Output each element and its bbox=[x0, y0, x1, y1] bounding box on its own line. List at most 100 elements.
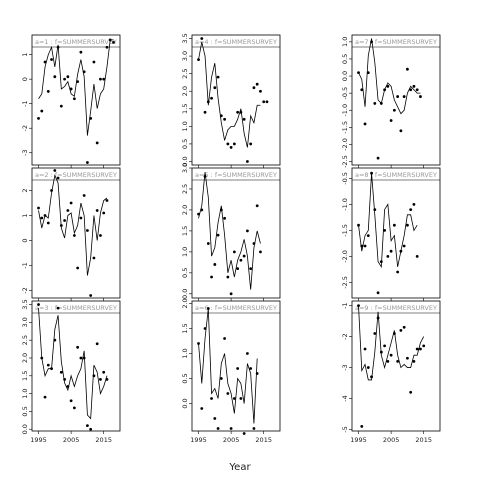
data-point bbox=[383, 229, 386, 232]
data-point bbox=[46, 221, 50, 225]
fitted-line bbox=[198, 172, 261, 290]
data-point bbox=[252, 242, 256, 245]
data-point bbox=[229, 292, 233, 296]
y-tick-label: -0.5 bbox=[341, 172, 349, 185]
y-tick-label: 0.5 bbox=[181, 139, 189, 149]
data-point bbox=[373, 102, 377, 105]
data-point bbox=[86, 229, 89, 232]
panel-label: a=1 : f=SUMMERSURVEY bbox=[35, 38, 117, 46]
data-point bbox=[219, 377, 223, 380]
data-point bbox=[252, 86, 256, 90]
y-tick-label: 0.5 bbox=[181, 268, 189, 278]
data-point bbox=[246, 229, 249, 233]
data-point bbox=[86, 424, 89, 428]
data-point bbox=[415, 255, 419, 258]
data-point bbox=[108, 38, 112, 42]
data-point bbox=[232, 250, 236, 254]
data-point bbox=[392, 223, 396, 227]
fitted-line bbox=[38, 174, 108, 276]
data-point bbox=[213, 86, 217, 90]
data-point bbox=[53, 338, 57, 342]
data-point bbox=[386, 255, 390, 258]
y-tick-label: 3.0 bbox=[181, 163, 189, 173]
data-point bbox=[63, 377, 66, 381]
panel-label: a=6 : f=SUMMERSURVEY bbox=[195, 304, 277, 312]
x-tick-label: 1995 bbox=[30, 436, 47, 444]
data-point bbox=[206, 242, 210, 245]
y-tick-label: 1.5 bbox=[181, 226, 189, 236]
x-tick-label: 2005 bbox=[63, 436, 80, 444]
data-point bbox=[236, 367, 240, 370]
data-point bbox=[216, 233, 220, 237]
y-tick-label: 1.5 bbox=[181, 104, 189, 114]
data-point bbox=[357, 223, 360, 227]
data-point bbox=[363, 122, 367, 126]
data-point bbox=[357, 304, 360, 308]
data-point bbox=[259, 89, 262, 93]
y-tick-label: 1.5 bbox=[181, 323, 189, 333]
data-point bbox=[43, 60, 47, 64]
data-point bbox=[63, 77, 66, 81]
data-point bbox=[363, 347, 367, 351]
data-point bbox=[89, 116, 93, 120]
y-tick-label: -1.5 bbox=[341, 121, 349, 134]
data-point bbox=[223, 117, 226, 121]
data-point bbox=[206, 100, 210, 104]
data-point bbox=[262, 100, 266, 104]
data-point bbox=[37, 206, 40, 210]
data-point bbox=[415, 88, 419, 92]
x-tick-label: 1995 bbox=[350, 436, 367, 444]
data-point bbox=[357, 71, 360, 75]
y-tick-label: -1 bbox=[341, 302, 349, 308]
fitted-line bbox=[358, 305, 425, 381]
data-point bbox=[419, 347, 422, 351]
data-point bbox=[43, 214, 47, 217]
data-point bbox=[210, 397, 213, 400]
fitted-line bbox=[38, 39, 114, 136]
y-tick-label: -1 bbox=[21, 262, 29, 268]
data-point bbox=[409, 208, 413, 212]
data-point bbox=[246, 352, 249, 355]
data-point bbox=[242, 254, 246, 258]
panel-frame bbox=[351, 300, 441, 432]
x-tick-label: 2015 bbox=[255, 436, 272, 444]
fitted-line bbox=[358, 38, 421, 115]
y-tick-label: -2.0 bbox=[341, 138, 349, 151]
data-point bbox=[396, 359, 400, 363]
data-point bbox=[200, 208, 204, 212]
data-point bbox=[43, 395, 47, 399]
y-tick-label: -1.0 bbox=[341, 104, 349, 117]
data-point bbox=[86, 161, 89, 164]
data-point bbox=[412, 359, 416, 363]
data-point bbox=[203, 327, 207, 330]
data-point bbox=[66, 385, 70, 388]
data-point bbox=[95, 209, 99, 212]
data-point bbox=[259, 250, 262, 254]
data-point bbox=[95, 342, 99, 346]
data-point bbox=[105, 199, 109, 202]
y-tick-label: -2 bbox=[341, 333, 349, 339]
y-tick-label: 2.0 bbox=[181, 298, 189, 308]
data-point bbox=[63, 219, 66, 222]
data-point bbox=[406, 67, 409, 71]
data-point bbox=[213, 417, 217, 420]
y-tick-label: -4 bbox=[341, 395, 349, 401]
y-tick-label: -2.0 bbox=[341, 250, 349, 263]
data-point bbox=[102, 370, 106, 374]
data-point bbox=[99, 234, 102, 237]
y-tick-label: -2 bbox=[21, 125, 29, 131]
data-point bbox=[409, 88, 413, 92]
data-point bbox=[249, 267, 253, 271]
data-point bbox=[92, 256, 96, 260]
data-point bbox=[226, 142, 230, 146]
y-tick-label: 3.0 bbox=[21, 317, 29, 327]
y-tick-label: 1.0 bbox=[181, 247, 189, 257]
data-point bbox=[216, 75, 220, 79]
data-point bbox=[232, 142, 236, 146]
data-point bbox=[219, 208, 223, 212]
data-point bbox=[210, 96, 213, 100]
panel-5: a=5 : f=SUMMERSURVEY 0.0 0.5 1.0 1.5 2.0 2.5 3.… bbox=[181, 163, 281, 301]
panel-6: a=8 : f=SUMMERSURVEY -2.5 -2.0 -1.5 -1.0 -0.5 bbox=[341, 167, 441, 301]
data-point bbox=[89, 427, 93, 431]
data-point bbox=[360, 244, 364, 248]
